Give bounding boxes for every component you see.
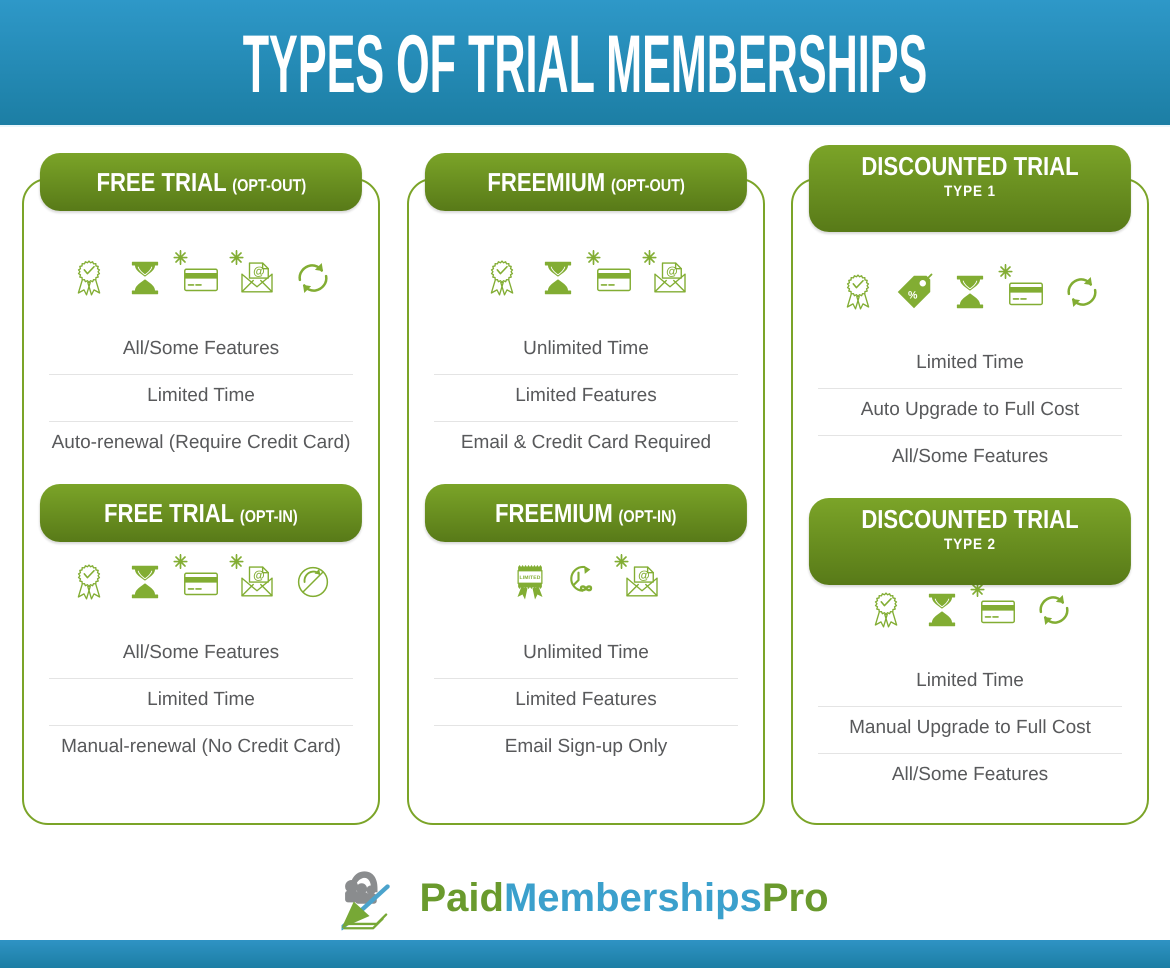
svg-text:@: @ xyxy=(253,265,265,278)
svg-text:@: @ xyxy=(638,569,650,582)
svg-text:LIMITED: LIMITED xyxy=(520,575,541,581)
svg-text:%: % xyxy=(908,289,917,301)
svg-text:@: @ xyxy=(253,569,265,582)
svg-text:@: @ xyxy=(666,265,678,278)
